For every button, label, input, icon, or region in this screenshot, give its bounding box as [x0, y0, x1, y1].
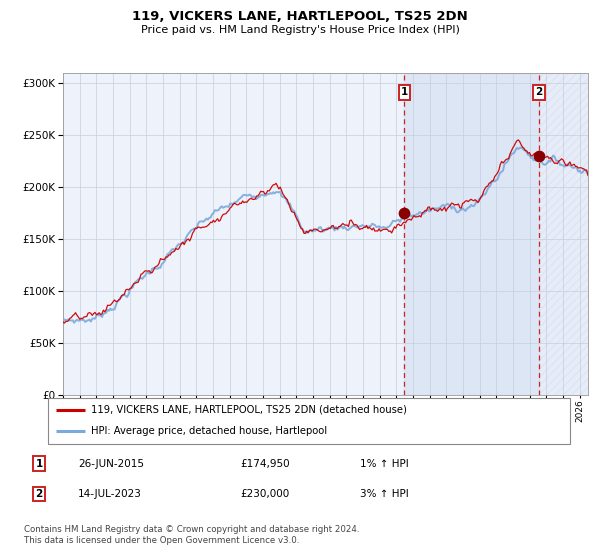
Text: £174,950: £174,950 — [240, 459, 290, 469]
FancyBboxPatch shape — [48, 398, 570, 444]
Text: 1: 1 — [401, 87, 408, 97]
Text: HPI: Average price, detached house, Hartlepool: HPI: Average price, detached house, Hart… — [91, 426, 327, 436]
Text: Price paid vs. HM Land Registry's House Price Index (HPI): Price paid vs. HM Land Registry's House … — [140, 25, 460, 35]
Text: Contains HM Land Registry data © Crown copyright and database right 2024.
This d: Contains HM Land Registry data © Crown c… — [24, 525, 359, 545]
Text: 119, VICKERS LANE, HARTLEPOOL, TS25 2DN: 119, VICKERS LANE, HARTLEPOOL, TS25 2DN — [132, 10, 468, 23]
Bar — [539, 73, 600, 395]
Text: 1% ↑ HPI: 1% ↑ HPI — [360, 459, 409, 469]
Text: 2: 2 — [35, 489, 43, 499]
Text: 1: 1 — [35, 459, 43, 469]
Text: 3% ↑ HPI: 3% ↑ HPI — [360, 489, 409, 499]
Text: 26-JUN-2015: 26-JUN-2015 — [78, 459, 144, 469]
Text: 119, VICKERS LANE, HARTLEPOOL, TS25 2DN (detached house): 119, VICKERS LANE, HARTLEPOOL, TS25 2DN … — [91, 405, 407, 415]
Text: 14-JUL-2023: 14-JUL-2023 — [78, 489, 142, 499]
Text: 2: 2 — [535, 87, 542, 97]
Bar — [404, 73, 539, 395]
Point — [400, 208, 409, 217]
Point — [534, 151, 544, 160]
Bar — [539, 73, 600, 395]
Text: £230,000: £230,000 — [240, 489, 289, 499]
